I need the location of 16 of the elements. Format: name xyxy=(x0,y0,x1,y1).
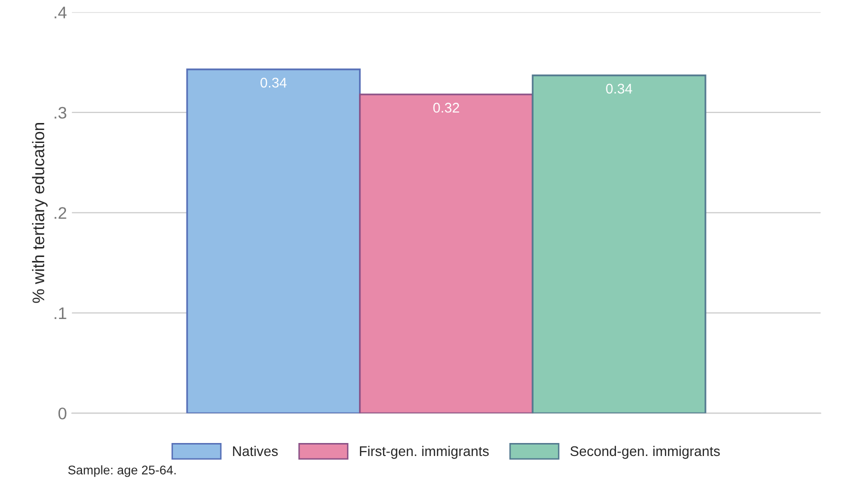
data-label: 0.34 xyxy=(606,84,632,94)
data-label: 0.32 xyxy=(433,102,460,113)
y-tick-label: .1 xyxy=(54,308,66,319)
bar xyxy=(359,94,534,414)
y-tick-label: .3 xyxy=(54,106,66,119)
y-tick-label: .2 xyxy=(54,207,66,219)
legend-label: Second-gen. immigrants xyxy=(570,446,720,459)
legend-label: First-gen. immigrants xyxy=(360,446,489,459)
data-label: 0.34 xyxy=(260,78,287,88)
y-axis-title: % with tertiary education xyxy=(32,123,48,303)
y-tick-label: .4 xyxy=(54,6,67,18)
bar xyxy=(532,74,706,414)
y-tick-label: 0 xyxy=(58,408,66,420)
bar xyxy=(186,68,361,414)
text: Sample: age 25-64. xyxy=(68,465,176,477)
legend-label: Natives xyxy=(233,446,278,456)
